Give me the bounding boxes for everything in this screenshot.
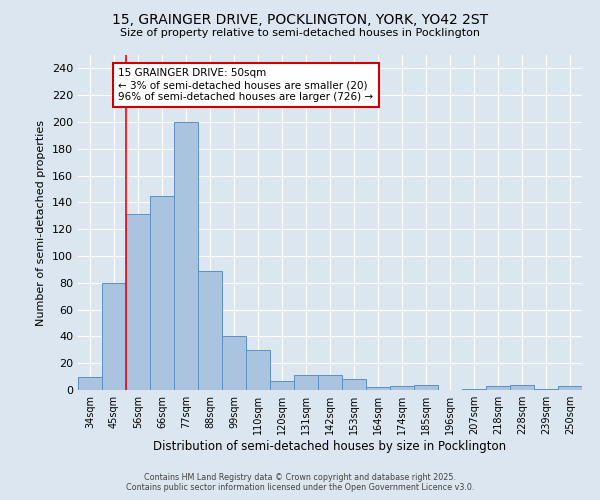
Bar	[318, 376, 342, 390]
Bar	[510, 384, 534, 390]
Bar	[342, 380, 366, 390]
Bar	[126, 214, 150, 390]
Bar	[246, 350, 270, 390]
Bar	[462, 388, 486, 390]
Text: Size of property relative to semi-detached houses in Pocklington: Size of property relative to semi-detach…	[120, 28, 480, 38]
Text: 15, GRAINGER DRIVE, POCKLINGTON, YORK, YO42 2ST: 15, GRAINGER DRIVE, POCKLINGTON, YORK, Y…	[112, 12, 488, 26]
Bar	[294, 376, 318, 390]
Bar	[534, 388, 558, 390]
Bar	[270, 380, 294, 390]
Text: 15 GRAINGER DRIVE: 50sqm
← 3% of semi-detached houses are smaller (20)
96% of se: 15 GRAINGER DRIVE: 50sqm ← 3% of semi-de…	[118, 68, 373, 102]
Bar	[414, 384, 438, 390]
Bar	[198, 270, 222, 390]
Text: Contains HM Land Registry data © Crown copyright and database right 2025.
Contai: Contains HM Land Registry data © Crown c…	[126, 473, 474, 492]
Bar	[390, 386, 414, 390]
Bar	[150, 196, 174, 390]
X-axis label: Distribution of semi-detached houses by size in Pocklington: Distribution of semi-detached houses by …	[154, 440, 506, 453]
Bar	[486, 386, 510, 390]
Bar	[558, 386, 582, 390]
Bar	[78, 376, 102, 390]
Y-axis label: Number of semi-detached properties: Number of semi-detached properties	[37, 120, 46, 326]
Bar	[174, 122, 198, 390]
Bar	[366, 388, 390, 390]
Bar	[222, 336, 246, 390]
Bar	[102, 283, 126, 390]
